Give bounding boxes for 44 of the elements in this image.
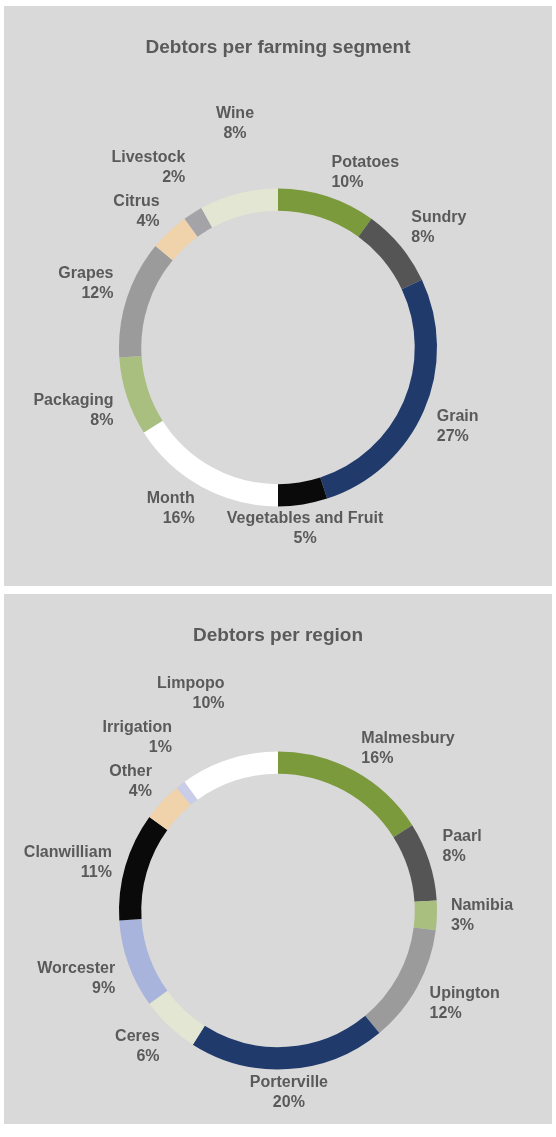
slice-label: Worcester — [37, 959, 116, 977]
slice-label: Month — [146, 489, 195, 507]
slice-label: Livestock — [111, 147, 186, 165]
data-label: 8% — [442, 847, 466, 865]
slice-label: Porterville — [249, 1073, 329, 1091]
slice-label: Grain — [436, 406, 479, 424]
data-label: 6% — [136, 1046, 160, 1064]
data-label: 3% — [450, 916, 475, 934]
data-label: 5% — [293, 528, 317, 546]
slice-label: Paarl — [442, 827, 482, 845]
chart-title: Debtors per region — [193, 623, 363, 645]
slice-label: Vegetables and Fruit — [226, 508, 384, 526]
chart-title: Debtors per farming segment — [145, 35, 412, 57]
slice-label: Potatoes — [331, 153, 400, 171]
slice-label: Sundry — [411, 207, 467, 225]
slice-label: Clanwilliam — [23, 842, 112, 860]
slice-label: Packaging — [33, 391, 114, 409]
slice-label: Wine — [215, 103, 255, 121]
data-label: 12% — [429, 1004, 462, 1022]
slice-label: Namibia — [450, 896, 514, 914]
data-label: 4% — [128, 782, 152, 800]
slice-label: Malmesbury — [361, 729, 455, 747]
data-label: 8% — [223, 123, 247, 141]
slice-label: Other — [109, 762, 152, 780]
data-label: 9% — [92, 979, 116, 997]
data-label: 16% — [162, 509, 195, 527]
data-label: 2% — [162, 167, 186, 185]
data-label: 12% — [81, 284, 114, 302]
slice-label: Ceres — [115, 1026, 160, 1044]
data-label: 20% — [272, 1093, 305, 1111]
slice-label: Grapes — [58, 264, 114, 282]
slice-label: Limpopo — [156, 674, 225, 692]
data-label: 16% — [361, 749, 394, 767]
data-label: 1% — [148, 738, 172, 756]
slice-label: Upington — [429, 984, 500, 1002]
data-label: 10% — [192, 694, 225, 712]
slice-label: Citrus — [113, 191, 160, 209]
data-label: 27% — [436, 426, 469, 444]
data-label: 8% — [90, 411, 114, 429]
data-label: 4% — [136, 211, 160, 229]
data-label: 8% — [411, 227, 435, 245]
slice-label: Irrigation — [102, 718, 172, 736]
data-label: 10% — [331, 173, 364, 191]
data-label: 11% — [80, 862, 112, 880]
